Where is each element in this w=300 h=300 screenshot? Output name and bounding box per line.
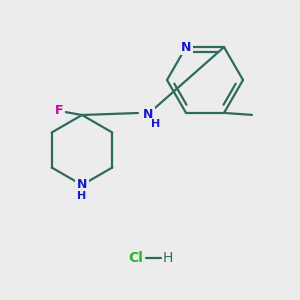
Text: H: H	[163, 251, 173, 265]
Text: F: F	[55, 103, 63, 116]
Text: H: H	[152, 119, 160, 129]
Text: N: N	[181, 40, 191, 54]
Text: N: N	[77, 178, 87, 191]
Text: Cl: Cl	[129, 251, 143, 265]
Text: N: N	[143, 109, 153, 122]
Text: H: H	[77, 191, 87, 201]
